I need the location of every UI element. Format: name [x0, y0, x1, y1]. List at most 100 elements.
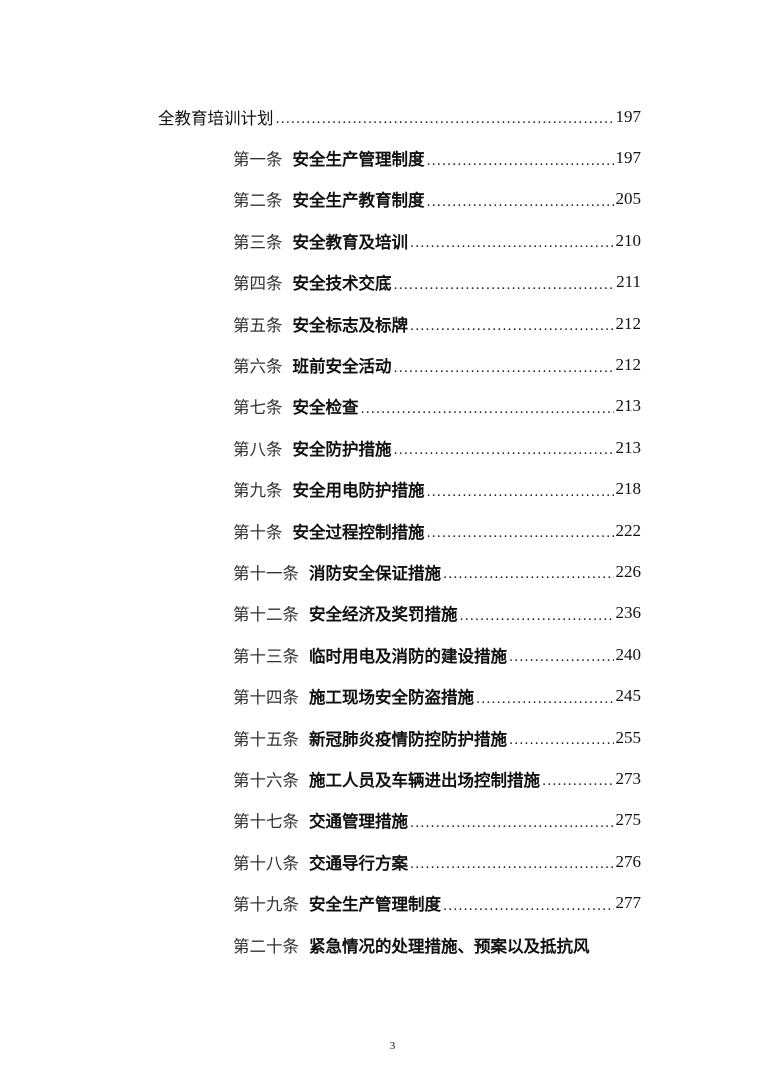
dot-leader: [394, 355, 614, 376]
toc-entry-page: 276: [615, 851, 642, 871]
toc-entry-number: 第三条: [233, 232, 283, 252]
toc-entry-title: 交通导行方案: [309, 853, 408, 873]
toc-entry-title: 班前安全活动: [292, 357, 392, 377]
toc-entry-page: 255: [615, 727, 642, 747]
toc-entry-title: 消防安全保证措施: [309, 563, 441, 583]
toc-entry-page: 222: [615, 520, 642, 540]
toc-entry-title: 全教育培训计划: [158, 108, 274, 128]
toc-entry-page: 211: [616, 272, 641, 292]
dot-leader: [361, 396, 614, 417]
toc-entry-number: 第六条: [233, 357, 283, 377]
toc-entry-title: 施工人员及车辆进出场控制措施: [309, 770, 540, 790]
toc-entry-page: 212: [615, 355, 642, 375]
toc-entry-page: 197: [615, 148, 642, 168]
toc-entry-title: 施工现场安全防盗措施: [309, 688, 474, 708]
toc-entry-title: 临时用电及消防的建设措施: [309, 646, 507, 666]
dot-leader: [410, 810, 614, 831]
toc-entry-number: 第四条: [233, 274, 283, 294]
dot-leader: [476, 686, 614, 707]
toc-entry-page: 273: [615, 768, 642, 788]
dot-leader: [443, 893, 614, 914]
toc-entry-title: 安全技术交底: [292, 274, 392, 294]
toc-entry-number: 第十二条: [233, 605, 299, 625]
toc-entry-number: 第十一条: [233, 563, 299, 583]
toc-entry-title: 安全检查: [292, 398, 359, 418]
dot-leader: [509, 644, 614, 665]
toc-entry-number: 第十九条: [233, 895, 299, 915]
toc-entry-title: 安全防护措施: [292, 439, 392, 459]
toc-entry-title: 安全生产教育制度: [292, 191, 425, 211]
toc-entry-title: 安全标志及标牌: [292, 315, 409, 335]
toc-entry-number: 第十八条: [233, 853, 299, 873]
dot-leader: [443, 561, 614, 582]
dot-leader: [460, 603, 614, 624]
toc-heading-entry[interactable]: 全教育培训计划 197: [0, 96, 641, 137]
toc-entry-title: 安全经济及奖罚措施: [309, 605, 458, 625]
toc-entry-page: 236: [615, 603, 642, 623]
dot-leader: [276, 106, 614, 127]
toc-entry-page: 240: [615, 644, 642, 664]
toc-entry-page: 213: [615, 437, 642, 457]
toc-entry-title: 安全生产管理制度: [292, 150, 425, 170]
toc-entry-number: 第九条: [233, 481, 283, 501]
toc-entry-title: 新冠肺炎疫情防控防护措施: [309, 729, 507, 749]
dot-leader: [394, 272, 615, 293]
toc-entry-title: 交通管理措施: [309, 812, 408, 832]
toc-entry-number: 第十条: [233, 522, 283, 542]
toc-entry-page: 275: [615, 810, 642, 830]
toc-entry-number: 第二十条: [233, 936, 299, 956]
toc-entry-number: 第一条: [233, 150, 283, 170]
dot-leader: [410, 851, 614, 872]
toc-entry-page: 277: [615, 893, 642, 913]
dot-leader: [410, 313, 614, 334]
toc-entry-number: 第十六条: [233, 770, 299, 790]
toc-entry-number: 第八条: [233, 439, 283, 459]
dot-leader: [427, 189, 614, 210]
dot-leader: [509, 727, 614, 748]
toc-entry-page: 213: [615, 396, 642, 416]
toc-entry-title: 安全生产管理制度: [309, 895, 441, 915]
dot-leader: [410, 230, 614, 251]
dot-leader: [427, 520, 614, 541]
toc-entry-number: 第十三条: [233, 646, 299, 666]
toc-entry-number: 第十四条: [233, 688, 299, 708]
toc-entry-number: 第七条: [233, 398, 283, 418]
toc-entry-page: 226: [615, 561, 642, 581]
toc-entry[interactable]: 第二十条 紧急情况的处理措施、预案以及抵抗风: [0, 924, 641, 965]
toc-entry-title: 安全教育及培训: [292, 232, 409, 252]
toc-entry-page: 210: [615, 230, 642, 250]
toc-entry-number: 第十五条: [233, 729, 299, 749]
toc-entry-title: 安全过程控制措施: [292, 522, 425, 542]
page-number: 3: [389, 1040, 396, 1052]
toc-entry-number: 第五条: [233, 315, 283, 335]
toc-entry-number: 第二条: [233, 191, 283, 211]
toc-entry-page: 218: [615, 479, 642, 499]
toc-entry-title: 安全用电防护措施: [292, 481, 425, 501]
toc-entry-page: 205: [615, 189, 642, 209]
toc-entry-page: 197: [615, 106, 642, 126]
dot-leader: [427, 148, 614, 169]
dot-leader: [394, 437, 614, 458]
toc-entry-page: 212: [615, 313, 642, 333]
toc-entry-number: 第十七条: [233, 812, 299, 832]
